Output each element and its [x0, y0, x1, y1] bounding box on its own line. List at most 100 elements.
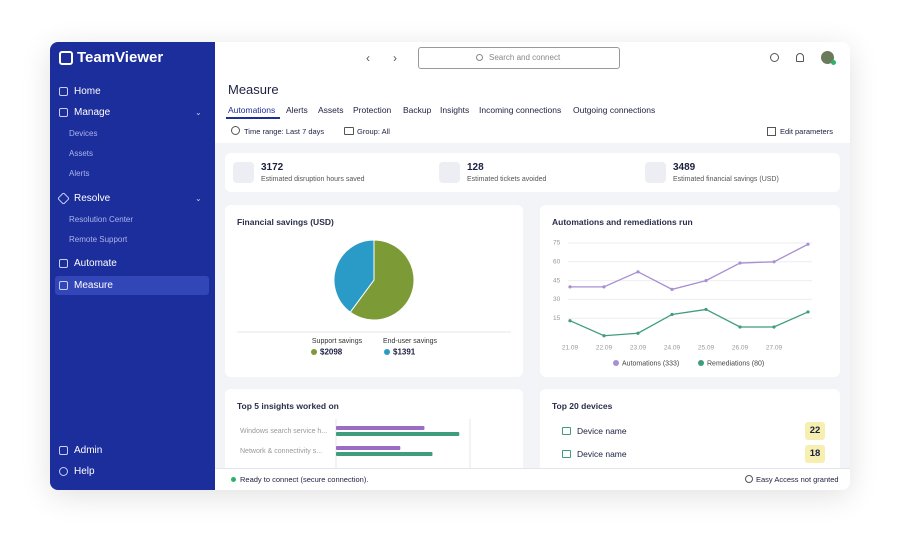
- icon: [59, 87, 68, 96]
- x-tick-label: 27.09: [766, 345, 783, 352]
- device-name[interactable]: Device name: [577, 426, 627, 436]
- kpi-label: Estimated tickets avoided: [467, 176, 547, 183]
- nav-item[interactable]: Help: [74, 466, 95, 477]
- tab[interactable]: Incoming connections: [479, 105, 562, 115]
- data-point: [636, 331, 640, 335]
- nav-subitem[interactable]: Devices: [69, 129, 98, 138]
- folder-icon: [344, 127, 354, 135]
- active-highlight: [55, 276, 209, 295]
- icon: [57, 192, 70, 205]
- status-text: Ready to connect (secure connection).: [240, 475, 369, 484]
- tab[interactable]: Insights: [440, 105, 470, 115]
- data-point: [636, 270, 640, 274]
- kpi-value: 3172: [261, 162, 284, 173]
- tab-underline: [226, 117, 280, 119]
- y-tick-label: 30: [553, 296, 561, 303]
- x-tick-label: 26.09: [732, 345, 749, 352]
- data-point: [738, 325, 742, 329]
- x-tick-label: 23.09: [630, 345, 647, 352]
- legend-label: End-user savings: [383, 338, 438, 345]
- data-point: [568, 285, 572, 289]
- series-line: [569, 308, 809, 337]
- kpi-icon: [233, 162, 254, 183]
- chart-title: Automations and remediations run: [552, 217, 693, 227]
- nav-item[interactable]: Measure: [74, 280, 113, 291]
- chevron[interactable]: ⌄: [195, 108, 202, 117]
- clock-icon: [231, 126, 240, 135]
- tab[interactable]: Automations: [228, 105, 276, 115]
- icon: [59, 446, 68, 455]
- tab[interactable]: Assets: [318, 105, 344, 115]
- nav-subitem[interactable]: Alerts: [69, 169, 90, 178]
- y-tick-label: 75: [553, 240, 561, 247]
- line-card: Automations and remediations run 15 30 45 6…: [540, 205, 840, 377]
- legend-label: Automations (333): [622, 360, 679, 367]
- tab[interactable]: Protection: [353, 105, 392, 115]
- x-tick-label: 22.09: [596, 345, 613, 352]
- sidebar: TeamViewer Home Manage ⌄ Devices Assets …: [50, 42, 215, 490]
- kpi-card: 3172 Estimated disruption hours saved 12…: [225, 153, 840, 192]
- device-icon: [562, 450, 571, 458]
- bar-card: Top 5 insights worked on Windows search …: [225, 389, 523, 468]
- edit-parameters[interactable]: Edit parameters: [780, 127, 833, 136]
- access-icon: [745, 475, 753, 483]
- kpi-label: Estimated disruption hours saved: [261, 176, 365, 183]
- bar: [336, 446, 401, 450]
- nav-subitem[interactable]: Remote Support: [69, 235, 128, 244]
- nav-item[interactable]: Automate: [74, 258, 117, 269]
- bar: [336, 426, 425, 430]
- kpi-label: Estimated financial savings (USD): [673, 176, 779, 183]
- x-tick-label: 24.09: [664, 345, 681, 352]
- status-dot: [231, 477, 236, 482]
- kpi-value: 3489: [673, 162, 696, 173]
- nav-item[interactable]: Home: [74, 86, 101, 97]
- settings-icon[interactable]: [770, 53, 779, 62]
- line-chart: 15 30 45 60 75 21.09 22.09 23.09 24.09 25.09 26.09…: [553, 240, 812, 367]
- app-window: TeamViewer Home Manage ⌄ Devices Assets …: [50, 42, 850, 490]
- y-tick-label: 45: [553, 277, 561, 284]
- y-tick-label: 60: [553, 259, 561, 266]
- nav-item[interactable]: Admin: [74, 445, 103, 456]
- pie-slice: [333, 239, 375, 313]
- data-point: [670, 312, 674, 317]
- time-range-filter[interactable]: Time range: Last 7 days: [244, 127, 325, 136]
- chevron[interactable]: ⌄: [195, 194, 202, 203]
- group-filter[interactable]: Group: All: [357, 127, 390, 136]
- tab[interactable]: Alerts: [286, 105, 308, 115]
- nav-item[interactable]: Manage: [74, 107, 111, 118]
- device-count: 22: [805, 422, 825, 440]
- forward-button[interactable]: ›: [393, 51, 397, 65]
- notifications-icon[interactable]: [796, 53, 804, 62]
- nav-subitem[interactable]: Assets: [69, 149, 94, 158]
- tab[interactable]: Outgoing connections: [573, 105, 656, 115]
- content: 3172 Estimated disruption hours saved 12…: [215, 143, 850, 468]
- search-box[interactable]: Search and connect: [418, 47, 620, 69]
- device-count: 18: [805, 445, 825, 463]
- search-placeholder: Search and connect: [489, 53, 561, 62]
- legend-swatch: [311, 349, 317, 355]
- legend-swatch: [384, 349, 390, 355]
- x-tick-label: 21.09: [562, 345, 579, 352]
- kpi-icon: [645, 162, 666, 183]
- nav-item[interactable]: Resolve: [74, 193, 111, 204]
- legend-label: Remediations (80): [707, 360, 764, 367]
- kpi-value: 128: [467, 162, 484, 173]
- data-point: [602, 334, 606, 338]
- bar: [336, 452, 433, 456]
- value-label: $2098: [320, 348, 343, 357]
- tab[interactable]: Backup: [403, 105, 432, 115]
- bar: [336, 432, 460, 436]
- presence-dot: [831, 60, 836, 65]
- back-button[interactable]: ‹: [366, 51, 370, 65]
- icon: [59, 467, 68, 476]
- device-name[interactable]: Device name: [577, 449, 627, 459]
- icon: [59, 281, 68, 290]
- legend-swatch: [698, 360, 704, 366]
- category-label: Windows search service h...: [240, 428, 327, 435]
- pie-chart: Support savings $2098 End-user savings $139…: [237, 239, 511, 357]
- chart-title: Top 5 insights worked on: [237, 401, 339, 411]
- nav-subitem[interactable]: Resolution Center: [69, 215, 134, 224]
- avatar[interactable]: [821, 51, 834, 64]
- access-text: Easy Access not granted: [756, 475, 839, 484]
